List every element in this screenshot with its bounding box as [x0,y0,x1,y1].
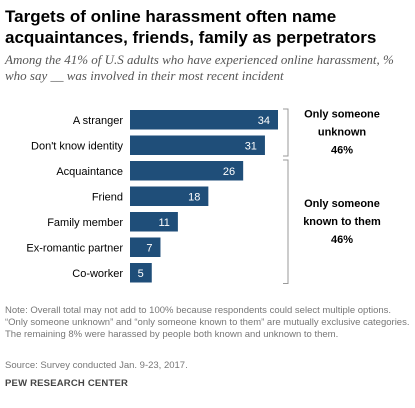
bar-2 [130,161,244,181]
group-value-1: 46% [331,234,353,246]
bar-chart: A stranger 34 Don't know identity 31 Acquain… [26,108,381,284]
group-bracket-0 [283,108,289,157]
category-label-2: Acquaintance [56,166,123,178]
category-label-6: Co-worker [72,268,123,280]
value-label-3: 18 [188,191,200,203]
chart-note: Note: Overall total may not add to 100% … [5,305,410,340]
group-label-1-line1: Only someone [304,198,380,210]
bar-1 [130,135,265,155]
category-label-3: Friend [92,191,123,203]
category-label-1: Don't know identity [31,140,123,152]
chart-subtitle: Among the 41% of U.S adults who have exp… [5,52,394,83]
bar-5 [130,237,161,257]
value-label-5: 7 [146,242,152,254]
brand-label: PEW RESEARCH CENTER [5,378,129,389]
category-label-5: Ex-romantic partner [26,242,123,254]
bar-3 [130,186,209,206]
value-label-1: 31 [245,140,257,152]
group-bracket-1 [283,159,289,284]
bar-0 [130,110,278,130]
value-label-2: 26 [223,166,235,178]
value-label-6: 5 [138,268,144,280]
value-label-4: 11 [158,217,169,229]
group-label-0-line2: unknown [318,127,367,139]
category-label-4: Family member [47,217,123,229]
bar-6 [130,263,152,283]
chart-source: Source: Survey conducted Jan. 9-23, 2017… [5,360,188,371]
category-label-0: A stranger [73,115,123,127]
chart-title: Targets of online harassment often name … [5,7,377,47]
group-label-1-line2: known to them [303,216,381,228]
group-value-0: 46% [331,145,353,157]
bar-4 [130,212,178,232]
value-label-0: 34 [258,115,270,127]
group-label-0-line1: Only someone [304,109,380,121]
